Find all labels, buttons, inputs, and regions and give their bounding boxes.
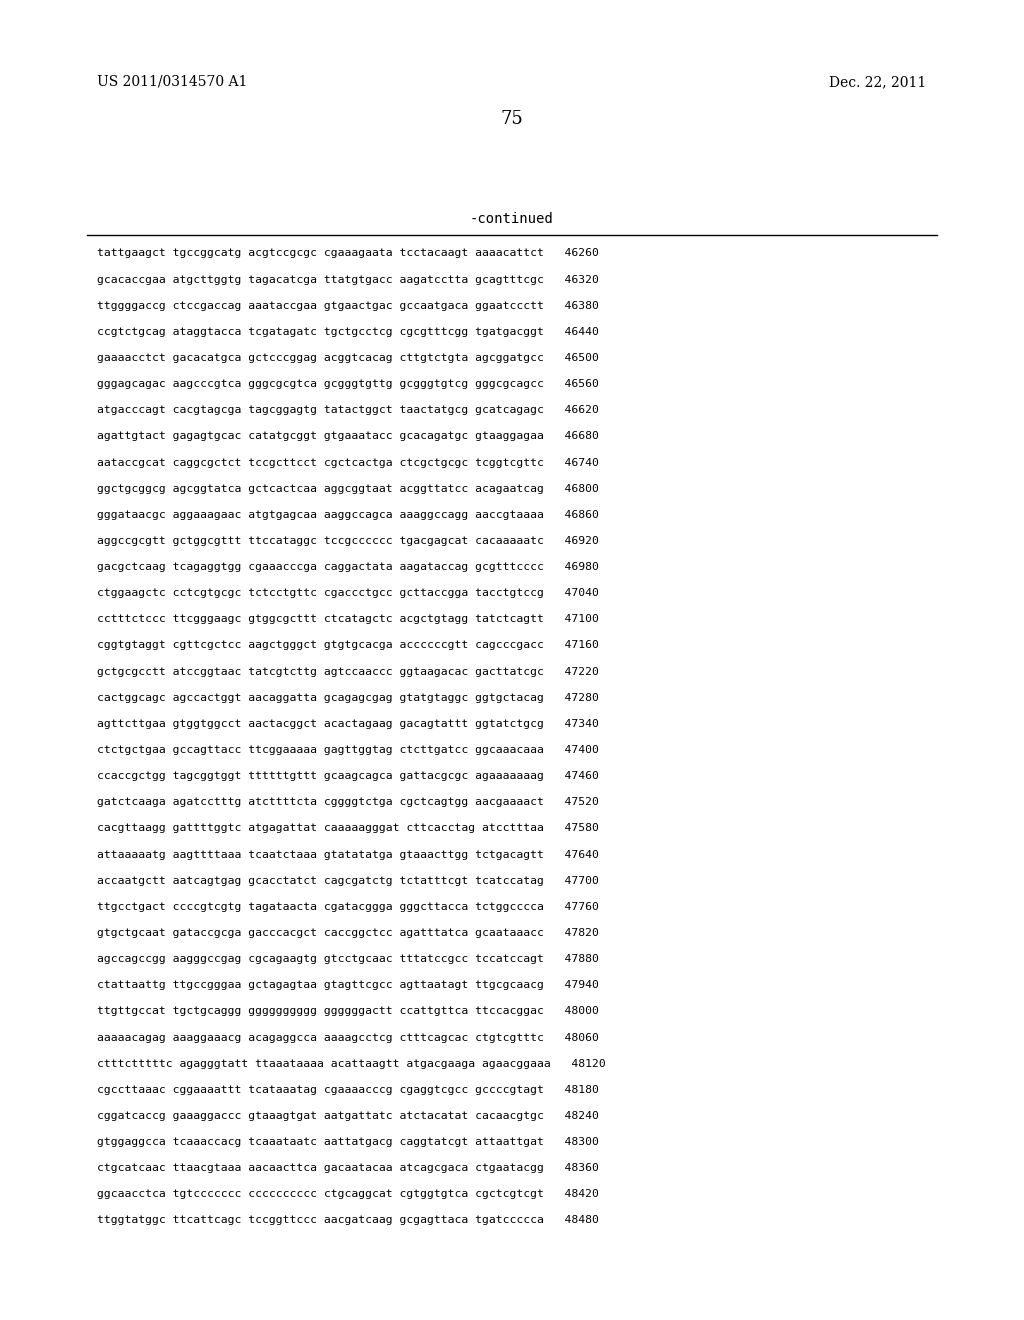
Text: ttgcctgact ccccgtcgtg tagataacta cgatacggga gggcttacca tctggcccca   47760: ttgcctgact ccccgtcgtg tagataacta cgatacg… [97, 902, 599, 912]
Text: cctttctccc ttcgggaagc gtggcgcttt ctcatagctc acgctgtagg tatctcagtt   47100: cctttctccc ttcgggaagc gtggcgcttt ctcatag… [97, 614, 599, 624]
Text: gcacaccgaa atgcttggtg tagacatcga ttatgtgacc aagatcctta gcagtttcgc   46320: gcacaccgaa atgcttggtg tagacatcga ttatgtg… [97, 275, 599, 285]
Text: gatctcaaga agatcctttg atcttttcta cggggtctga cgctcagtgg aacgaaaact   47520: gatctcaaga agatcctttg atcttttcta cggggtc… [97, 797, 599, 808]
Text: cggtgtaggt cgttcgctcc aagctgggct gtgtgcacga accccccgtt cagcccgacc   47160: cggtgtaggt cgttcgctcc aagctgggct gtgtgca… [97, 640, 599, 651]
Text: aaaaacagag aaaggaaacg acagaggcca aaaagcctcg ctttcagcac ctgtcgtttc   48060: aaaaacagag aaaggaaacg acagaggcca aaaagcc… [97, 1032, 599, 1043]
Text: 75: 75 [501, 110, 523, 128]
Text: agattgtact gagagtgcac catatgcggt gtgaaatacc gcacagatgc gtaaggagaa   46680: agattgtact gagagtgcac catatgcggt gtgaaat… [97, 432, 599, 441]
Text: ttgttgccat tgctgcaggg gggggggggg ggggggactt ccattgttca ttccacggac   48000: ttgttgccat tgctgcaggg gggggggggg gggggga… [97, 1006, 599, 1016]
Text: aataccgcat caggcgctct tccgcttcct cgctcactga ctcgctgcgc tcggtcgttc   46740: aataccgcat caggcgctct tccgcttcct cgctcac… [97, 458, 599, 467]
Text: ctttctttttc agagggtatt ttaaataaaa acattaagtt atgacgaaga agaacggaaa   48120: ctttctttttc agagggtatt ttaaataaaa acatta… [97, 1059, 606, 1069]
Text: gctgcgcctt atccggtaac tatcgtcttg agtccaaccc ggtaagacac gacttatcgc   47220: gctgcgcctt atccggtaac tatcgtcttg agtccaa… [97, 667, 599, 677]
Text: gtgctgcaat gataccgcga gacccacgct caccggctcc agatttatca gcaataaacc   47820: gtgctgcaat gataccgcga gacccacgct caccggc… [97, 928, 599, 939]
Text: atgacccagt cacgtagcga tagcggagtg tatactggct taactatgcg gcatcagagc   46620: atgacccagt cacgtagcga tagcggagtg tatactg… [97, 405, 599, 416]
Text: gggataacgc aggaaagaac atgtgagcaa aaggccagca aaaggccagg aaccgtaaaa   46860: gggataacgc aggaaagaac atgtgagcaa aaggcca… [97, 510, 599, 520]
Text: ggctgcggcg agcggtatca gctcactcaa aggcggtaat acggttatcc acagaatcag   46800: ggctgcggcg agcggtatca gctcactcaa aggcggt… [97, 483, 599, 494]
Text: cgccttaaac cggaaaattt tcataaatag cgaaaacccg cgaggtcgcc gccccgtagt   48180: cgccttaaac cggaaaattt tcataaatag cgaaaac… [97, 1085, 599, 1094]
Text: agttcttgaa gtggtggcct aactacggct acactagaag gacagtattt ggtatctgcg   47340: agttcttgaa gtggtggcct aactacggct acactag… [97, 719, 599, 729]
Text: cggatcaccg gaaaggaccc gtaaagtgat aatgattatc atctacatat cacaacgtgc   48240: cggatcaccg gaaaggaccc gtaaagtgat aatgatt… [97, 1111, 599, 1121]
Text: US 2011/0314570 A1: US 2011/0314570 A1 [97, 75, 248, 88]
Text: ttggtatggc ttcattcagc tccggttccc aacgatcaag gcgagttaca tgatccccca   48480: ttggtatggc ttcattcagc tccggttccc aacgatc… [97, 1216, 599, 1225]
Text: accaatgctt aatcagtgag gcacctatct cagcgatctg tctatttcgt tcatccatag   47700: accaatgctt aatcagtgag gcacctatct cagcgat… [97, 875, 599, 886]
Text: cacgttaagg gattttggtc atgagattat caaaaagggat cttcacctag atcctttaa   47580: cacgttaagg gattttggtc atgagattat caaaaag… [97, 824, 599, 833]
Text: ctattaattg ttgccgggaa gctagagtaa gtagttcgcc agttaatagt ttgcgcaacg   47940: ctattaattg ttgccgggaa gctagagtaa gtagttc… [97, 981, 599, 990]
Text: ttggggaccg ctccgaccag aaataccgaa gtgaactgac gccaatgaca ggaatccctt   46380: ttggggaccg ctccgaccag aaataccgaa gtgaact… [97, 301, 599, 310]
Text: cactggcagc agccactggt aacaggatta gcagagcgag gtatgtaggc ggtgctacag   47280: cactggcagc agccactggt aacaggatta gcagagc… [97, 693, 599, 702]
Text: -continued: -continued [470, 213, 554, 226]
Text: aggccgcgtt gctggcgttt ttccataggc tccgcccccc tgacgagcat cacaaaaatc   46920: aggccgcgtt gctggcgttt ttccataggc tccgccc… [97, 536, 599, 546]
Text: gtggaggcca tcaaaccacg tcaaataatc aattatgacg caggtatcgt attaattgat   48300: gtggaggcca tcaaaccacg tcaaataatc aattatg… [97, 1137, 599, 1147]
Text: Dec. 22, 2011: Dec. 22, 2011 [829, 75, 927, 88]
Text: gacgctcaag tcagaggtgg cgaaacccga caggactata aagataccag gcgtttcccc   46980: gacgctcaag tcagaggtgg cgaaacccga caggact… [97, 562, 599, 572]
Text: ctgcatcaac ttaacgtaaa aacaacttca gacaatacaa atcagcgaca ctgaatacgg   48360: ctgcatcaac ttaacgtaaa aacaacttca gacaata… [97, 1163, 599, 1173]
Text: gggagcagac aagcccgtca gggcgcgtca gcgggtgttg gcgggtgtcg gggcgcagcc   46560: gggagcagac aagcccgtca gggcgcgtca gcgggtg… [97, 379, 599, 389]
Text: ggcaacctca tgtccccccc cccccccccc ctgcaggcat cgtggtgtca cgctcgtcgt   48420: ggcaacctca tgtccccccc cccccccccc ctgcagg… [97, 1189, 599, 1200]
Text: tattgaagct tgccggcatg acgtccgcgc cgaaagaata tcctacaagt aaaacattct   46260: tattgaagct tgccggcatg acgtccgcgc cgaaaga… [97, 248, 599, 259]
Text: ctggaagctc cctcgtgcgc tctcctgttc cgaccctgcc gcttaccgga tacctgtccg   47040: ctggaagctc cctcgtgcgc tctcctgttc cgaccct… [97, 589, 599, 598]
Text: ctctgctgaa gccagttacc ttcggaaaaa gagttggtag ctcttgatcc ggcaaacaaa   47400: ctctgctgaa gccagttacc ttcggaaaaa gagttgg… [97, 744, 599, 755]
Text: ccgtctgcag ataggtacca tcgatagatc tgctgcctcg cgcgtttcgg tgatgacggt   46440: ccgtctgcag ataggtacca tcgatagatc tgctgcc… [97, 327, 599, 337]
Text: agccagccgg aagggccgag cgcagaagtg gtcctgcaac tttatccgcc tccatccagt   47880: agccagccgg aagggccgag cgcagaagtg gtcctgc… [97, 954, 599, 964]
Text: ccaccgctgg tagcggtggt ttttttgttt gcaagcagca gattacgcgc agaaaaaaag   47460: ccaccgctgg tagcggtggt ttttttgttt gcaagca… [97, 771, 599, 781]
Text: gaaaacctct gacacatgca gctcccggag acggtcacag cttgtctgta agcggatgcc   46500: gaaaacctct gacacatgca gctcccggag acggtca… [97, 352, 599, 363]
Text: attaaaaatg aagttttaaa tcaatctaaa gtatatatga gtaaacttgg tctgacagtt   47640: attaaaaatg aagttttaaa tcaatctaaa gtatata… [97, 850, 599, 859]
